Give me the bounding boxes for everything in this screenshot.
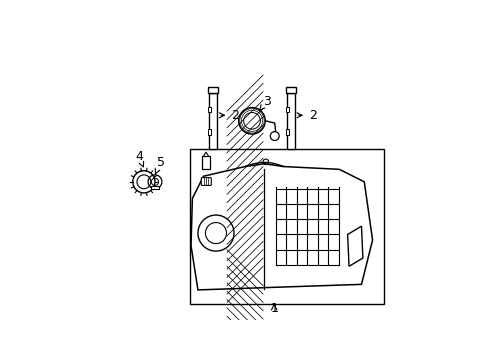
Text: 3: 3 <box>259 95 271 110</box>
Bar <box>202 156 209 169</box>
Bar <box>189 149 383 304</box>
Text: 5: 5 <box>155 156 164 174</box>
Text: 2: 2 <box>296 109 316 122</box>
Text: 4: 4 <box>135 150 143 167</box>
Text: 2: 2 <box>219 109 239 122</box>
Bar <box>150 186 159 189</box>
Bar <box>285 129 288 135</box>
Text: 1: 1 <box>270 302 278 315</box>
FancyBboxPatch shape <box>201 177 211 185</box>
Bar <box>286 93 294 149</box>
Bar <box>208 129 210 135</box>
Bar <box>208 107 210 112</box>
Bar <box>207 87 218 93</box>
Bar <box>285 107 288 112</box>
Bar <box>208 93 217 149</box>
Bar <box>285 87 295 93</box>
